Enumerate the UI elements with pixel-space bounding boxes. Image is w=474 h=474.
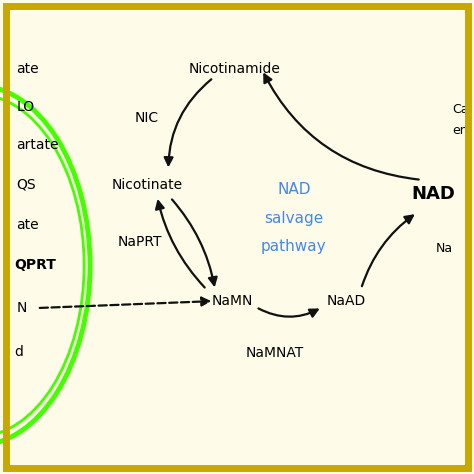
Text: Nicotinate: Nicotinate — [111, 178, 182, 192]
Text: NIC: NIC — [135, 111, 159, 126]
Text: ate: ate — [17, 62, 39, 76]
Text: QS: QS — [17, 178, 36, 192]
Text: NAD: NAD — [412, 185, 456, 203]
Text: salvage: salvage — [264, 210, 323, 226]
Text: artate: artate — [17, 137, 59, 152]
Text: pathway: pathway — [261, 239, 327, 254]
Text: NaPRT: NaPRT — [118, 235, 162, 249]
Text: Nicotinamide: Nicotinamide — [189, 62, 281, 76]
Text: Ca: Ca — [453, 102, 469, 116]
Text: QPRT: QPRT — [14, 258, 56, 273]
Text: NAD: NAD — [277, 182, 310, 197]
Text: NaAD: NaAD — [327, 294, 365, 308]
Text: NaMNAT: NaMNAT — [246, 346, 304, 360]
Text: N: N — [17, 301, 27, 315]
Text: LO: LO — [17, 100, 35, 114]
Text: en: en — [453, 124, 468, 137]
Text: NaMN: NaMN — [211, 294, 253, 308]
Text: Na: Na — [436, 242, 453, 255]
Text: d: d — [14, 345, 23, 359]
Text: ate: ate — [17, 218, 39, 232]
